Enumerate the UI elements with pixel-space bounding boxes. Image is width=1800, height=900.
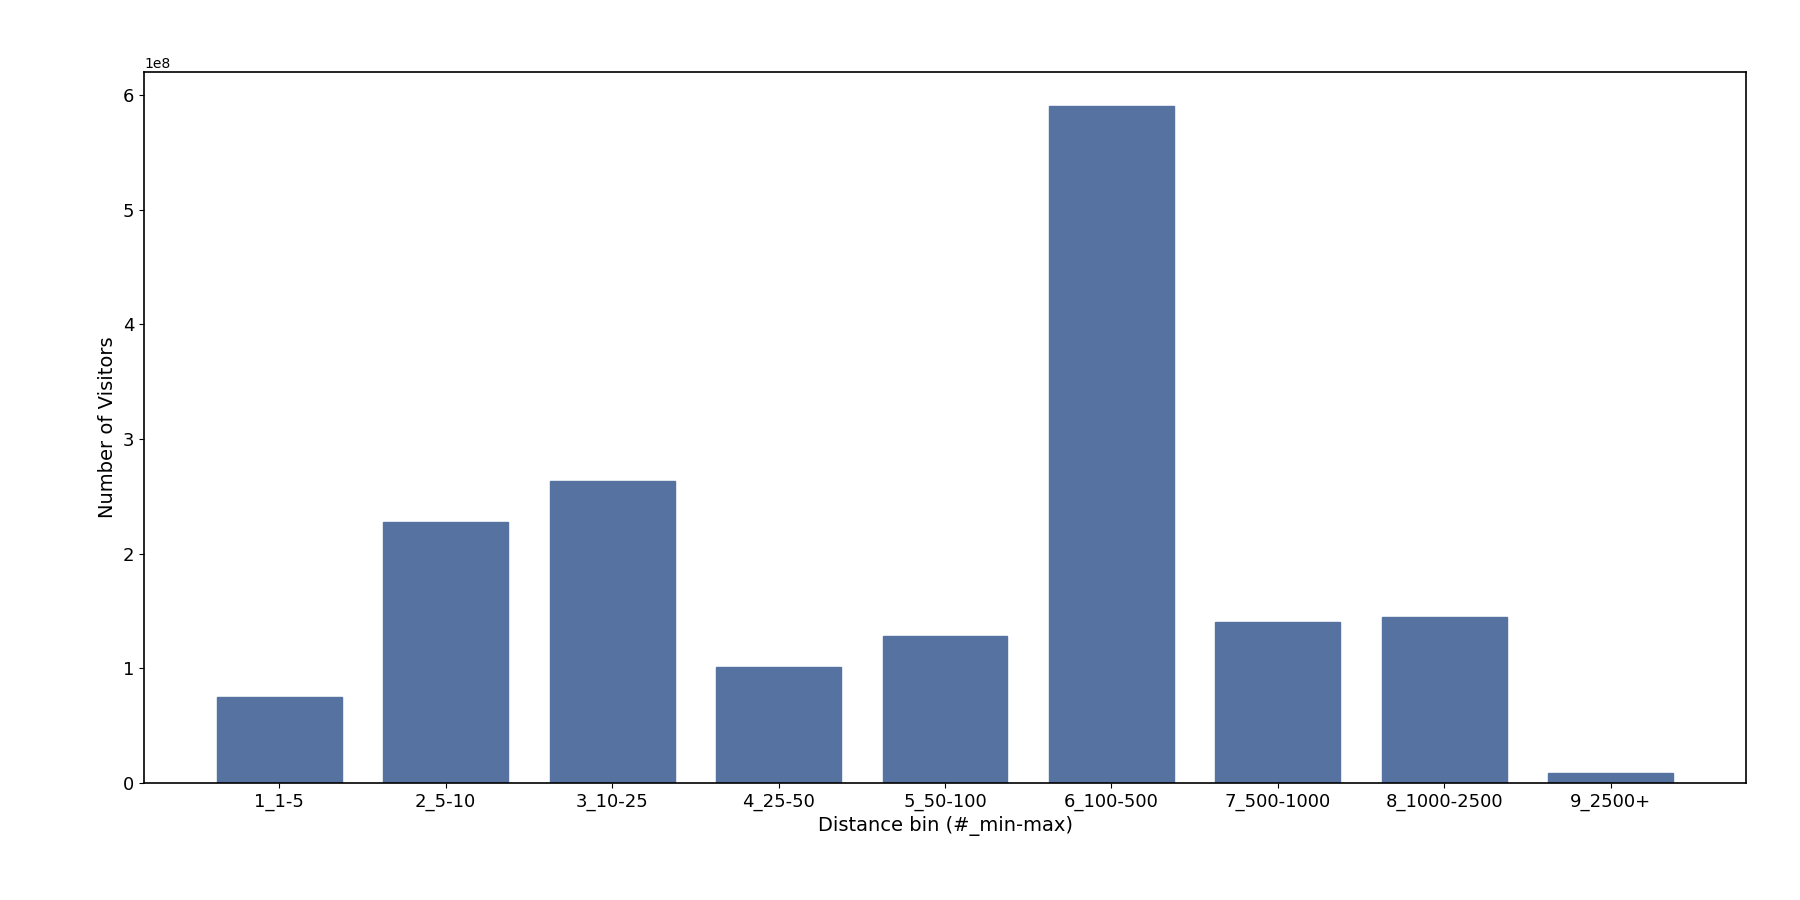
Bar <box>716 667 841 783</box>
Bar <box>1382 616 1507 783</box>
Bar <box>1548 773 1674 783</box>
Bar <box>216 697 342 783</box>
Bar <box>882 636 1008 783</box>
Y-axis label: Number of Visitors: Number of Visitors <box>99 337 117 518</box>
Bar <box>1049 106 1174 783</box>
Bar <box>1215 623 1341 783</box>
Bar <box>549 482 675 783</box>
X-axis label: Distance bin (#_min-max): Distance bin (#_min-max) <box>817 816 1073 836</box>
Bar <box>383 521 508 783</box>
